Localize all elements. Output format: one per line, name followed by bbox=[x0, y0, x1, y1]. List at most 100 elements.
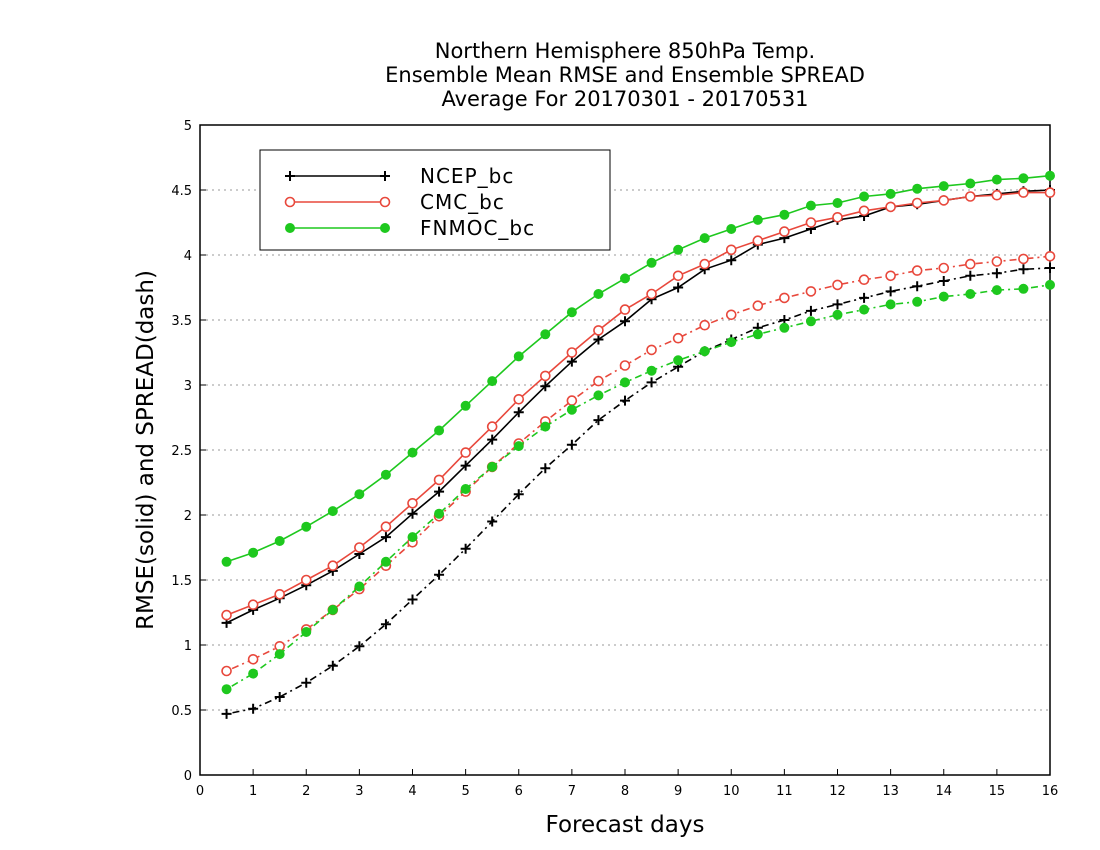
data-point-marker bbox=[327, 604, 338, 615]
data-point-marker bbox=[646, 365, 657, 376]
y-tick-label: 0 bbox=[184, 769, 192, 784]
data-point-marker bbox=[965, 270, 976, 281]
x-tick-label: 3 bbox=[355, 784, 363, 799]
legend-entry: NCEP_bc bbox=[285, 164, 513, 188]
data-point-marker bbox=[274, 536, 285, 546]
data-point-marker bbox=[380, 619, 391, 630]
data-point-marker bbox=[285, 171, 295, 181]
series-line bbox=[226, 284, 1051, 690]
y-tick-label: 4 bbox=[184, 249, 192, 264]
data-point-marker bbox=[248, 703, 259, 714]
data-point-marker bbox=[566, 439, 577, 450]
data-point-marker bbox=[991, 268, 1002, 279]
data-point-marker bbox=[301, 627, 312, 637]
data-point-marker bbox=[248, 547, 259, 558]
data-point-marker bbox=[434, 486, 445, 497]
axis-ticks: 00.511.522.533.544.550 1 2 3 4 5 6 7 8 9 10 11 12 13 1… bbox=[171, 119, 1058, 799]
data-point-marker bbox=[487, 376, 498, 387]
data-point-marker bbox=[486, 421, 498, 432]
series-spread-3 bbox=[221, 263, 1055, 719]
data-point-marker bbox=[285, 223, 295, 233]
data-point-marker bbox=[619, 360, 631, 371]
data-point-marker bbox=[885, 201, 896, 213]
legend-entry: FNMOC_bc bbox=[285, 216, 534, 240]
chart-title: Northern Hemisphere 850hPa Temp. Ensembl… bbox=[385, 39, 865, 111]
data-point-marker bbox=[487, 434, 498, 445]
x-tick-label: 6 bbox=[515, 784, 523, 799]
data-point-marker bbox=[726, 337, 737, 348]
data-point-marker bbox=[832, 309, 843, 320]
data-point-marker bbox=[673, 244, 684, 255]
y-tick-label: 5 bbox=[184, 119, 192, 134]
data-point-marker bbox=[301, 521, 312, 532]
data-point-marker bbox=[699, 258, 710, 270]
data-point-marker bbox=[487, 461, 498, 472]
data-point-marker bbox=[460, 484, 471, 494]
data-point-marker bbox=[1018, 283, 1029, 294]
data-point-marker bbox=[673, 355, 684, 366]
data-point-marker bbox=[274, 588, 285, 600]
data-point-marker bbox=[938, 276, 949, 286]
data-point-marker bbox=[221, 609, 232, 621]
x-tick-label: 4 bbox=[408, 784, 416, 799]
legend-label: CMC_bc bbox=[420, 190, 505, 214]
data-point-marker bbox=[221, 665, 232, 677]
x-tick-label: 9 bbox=[674, 784, 682, 799]
data-point-marker bbox=[354, 581, 365, 592]
data-point-marker bbox=[433, 474, 445, 486]
data-point-marker bbox=[779, 209, 790, 220]
y-tick-label: 0.5 bbox=[171, 704, 192, 719]
x-tick-label: 2 bbox=[302, 784, 310, 799]
data-point-marker bbox=[540, 329, 551, 340]
data-point-marker bbox=[938, 262, 950, 274]
series-line bbox=[226, 191, 1050, 616]
data-point-marker bbox=[540, 463, 551, 474]
data-point-marker bbox=[725, 309, 737, 321]
data-point-marker bbox=[300, 574, 312, 586]
chart-title-line-3: Average For 20170301 - 20170531 bbox=[441, 87, 808, 111]
x-tick-label: 10 bbox=[723, 784, 740, 799]
data-point-marker bbox=[380, 223, 390, 233]
data-point-marker bbox=[513, 393, 525, 405]
data-point-marker bbox=[832, 212, 843, 223]
data-point-marker bbox=[699, 233, 710, 244]
data-point-marker bbox=[513, 489, 524, 500]
data-point-marker bbox=[301, 677, 312, 688]
series-cmc-bc bbox=[221, 187, 1056, 621]
data-point-marker bbox=[566, 395, 578, 406]
data-point-marker bbox=[434, 508, 445, 519]
data-point-marker bbox=[859, 191, 870, 202]
data-point-marker bbox=[938, 291, 949, 302]
data-point-marker bbox=[859, 304, 870, 315]
y-tick-label: 2 bbox=[184, 509, 192, 524]
data-point-marker bbox=[620, 395, 630, 406]
data-point-marker bbox=[885, 286, 896, 297]
data-point-marker bbox=[726, 224, 737, 234]
data-point-marker bbox=[593, 390, 604, 401]
x-tick-label: 13 bbox=[882, 784, 899, 799]
x-tick-label: 16 bbox=[1042, 784, 1059, 799]
data-point-marker bbox=[566, 347, 578, 358]
data-point-marker bbox=[354, 489, 365, 500]
data-point-marker bbox=[460, 400, 471, 411]
data-point-marker bbox=[248, 668, 259, 679]
y-tick-label: 3.5 bbox=[171, 314, 192, 329]
data-point-marker bbox=[779, 322, 790, 333]
data-point-marker bbox=[991, 174, 1002, 185]
data-point-marker bbox=[274, 649, 285, 660]
data-point-marker bbox=[911, 265, 923, 276]
data-point-marker bbox=[354, 542, 365, 553]
data-point-marker bbox=[885, 299, 896, 310]
grid-lines bbox=[200, 189, 1050, 711]
data-point-marker bbox=[407, 594, 418, 605]
data-point-marker bbox=[1018, 253, 1029, 265]
data-point-marker bbox=[487, 516, 498, 527]
series-line bbox=[226, 267, 1051, 715]
data-point-marker bbox=[646, 377, 657, 388]
y-tick-label: 1.5 bbox=[171, 574, 192, 589]
data-point-marker bbox=[593, 415, 604, 426]
data-point-marker bbox=[832, 198, 843, 208]
data-point-marker bbox=[859, 292, 870, 303]
